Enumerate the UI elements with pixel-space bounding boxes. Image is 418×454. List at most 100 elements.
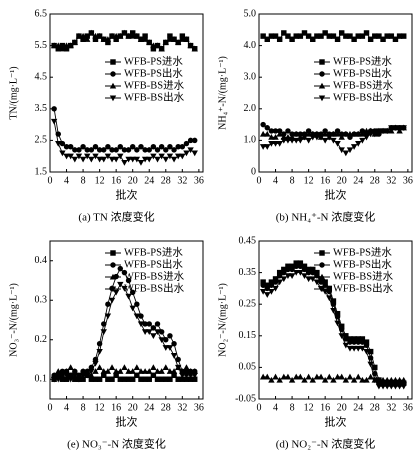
data-point [141,368,149,374]
data-point [321,289,329,295]
data-point [318,279,324,285]
y-tick-label: 4.5 [35,71,48,82]
data-point [67,364,74,370]
data-point [293,263,299,269]
x-axis-label: 批次 [116,415,138,429]
data-point [343,333,349,339]
data-point [108,297,116,304]
data-point [112,156,120,163]
data-point [264,36,270,42]
legend-label: WFB-BS进水 [333,270,394,282]
data-point [166,345,174,351]
data-point [355,345,362,352]
legend-marker [319,262,325,268]
data-point [326,33,333,39]
data-point [297,137,304,144]
data-point [79,368,87,374]
data-point [59,140,66,147]
data-point [80,144,86,150]
data-point [117,376,124,382]
y-axis-label: NO₃⁻-N/(mg·L⁻¹) [8,283,19,357]
data-point [384,33,390,39]
data-point [150,364,157,370]
data-point [350,144,358,150]
data-point [170,352,178,359]
data-point [117,368,124,374]
data-point [264,373,271,380]
series-line [53,108,195,151]
data-point [50,376,58,383]
data-point [268,33,275,39]
data-point [293,270,300,276]
x-tick-label: 28 [370,175,380,186]
data-point [163,147,169,153]
legend-label: WFB-PS进水 [333,55,392,67]
data-point [105,39,111,46]
plot-frame [49,240,204,400]
data-point [96,376,103,382]
data-point [154,376,161,382]
data-point [129,156,136,163]
data-point [92,376,99,382]
data-point [146,39,153,45]
data-point [55,372,61,379]
data-point [84,372,91,379]
data-point [192,376,198,382]
data-point [293,137,300,144]
data-point [146,376,152,382]
data-point [355,33,361,39]
data-point [301,134,308,141]
data-point [264,282,270,288]
data-point [101,147,107,153]
data-point [276,130,283,137]
data-point [162,156,169,163]
data-point [134,147,140,153]
data-point [71,372,79,379]
data-point [317,134,325,141]
data-point [392,376,399,383]
x-tick-label: 8 [81,402,86,413]
data-point [113,36,119,42]
data-point [297,270,304,276]
data-point [80,376,86,382]
data-point [326,373,333,380]
data-point [330,307,337,314]
chart-title: (b) NH₄⁺-N 浓度变化 [276,210,375,224]
x-tick-label: 36 [194,175,204,186]
data-point [264,130,271,137]
data-point [125,293,132,300]
data-point [79,372,87,379]
data-point [288,273,296,279]
data-point [59,368,66,375]
data-point [396,376,403,383]
y-tick-label: 0.1 [35,374,48,385]
data-point [309,276,316,283]
data-point [350,376,358,383]
data-point [166,153,174,160]
data-point [330,376,337,383]
data-point [75,153,83,160]
data-point [330,33,337,39]
x-tick-label: 16 [111,402,121,413]
legend-marker [109,82,117,89]
data-point [338,147,345,154]
data-point [113,372,119,379]
data-point [183,376,190,382]
data-point [133,313,141,320]
legend-marker [109,286,117,293]
data-point [346,373,354,380]
data-point [59,45,66,52]
data-point [117,281,124,288]
data-point [400,376,407,383]
data-point [313,134,321,141]
y-tick-label: 0 [251,166,256,177]
data-point [285,33,291,39]
data-point [367,348,374,355]
data-point [117,144,124,150]
data-point [346,130,354,137]
data-point [259,373,267,380]
data-point [183,140,190,147]
x-tick-label: 8 [290,402,295,413]
data-point [309,376,316,383]
data-point [76,147,82,153]
